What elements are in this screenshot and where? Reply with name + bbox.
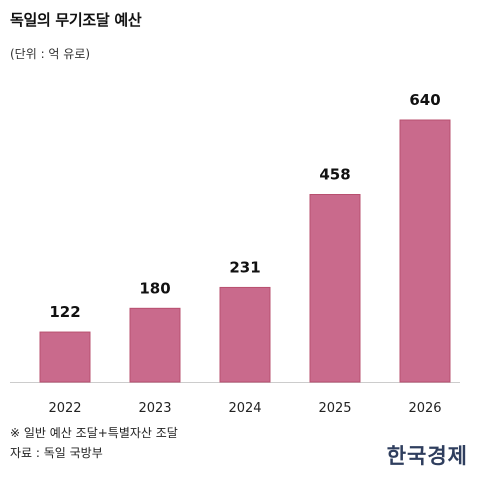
unit-label: (단위 : 억 유로): [10, 47, 91, 61]
footnote: ※ 일반 예산 조달+특별자산 조달: [10, 426, 178, 440]
bar-2023: [129, 307, 181, 383]
publisher-logo: 한국경제: [386, 443, 468, 468]
data-label-2022: 122: [49, 303, 80, 321]
chart-title: 독일의 무기조달 예산: [10, 11, 142, 29]
data-label-2025: 458: [319, 166, 350, 184]
bar-2026: [399, 119, 451, 383]
data-label-2023: 180: [139, 279, 170, 297]
source-label: 자료 : 독일 국방부: [10, 446, 103, 460]
x-tick-label-2026: 2026: [408, 401, 441, 416]
data-label-2026: 640: [409, 91, 440, 109]
x-tick-label-2025: 2025: [318, 401, 351, 416]
x-tick-label-2024: 2024: [228, 401, 261, 416]
data-label-2024: 231: [229, 258, 260, 276]
x-tick-label-2023: 2023: [138, 401, 171, 416]
x-tick-label-2022: 2022: [48, 401, 81, 416]
bar-2022: [39, 331, 91, 383]
bar-2024: [219, 286, 271, 383]
bar-2025: [309, 194, 361, 383]
